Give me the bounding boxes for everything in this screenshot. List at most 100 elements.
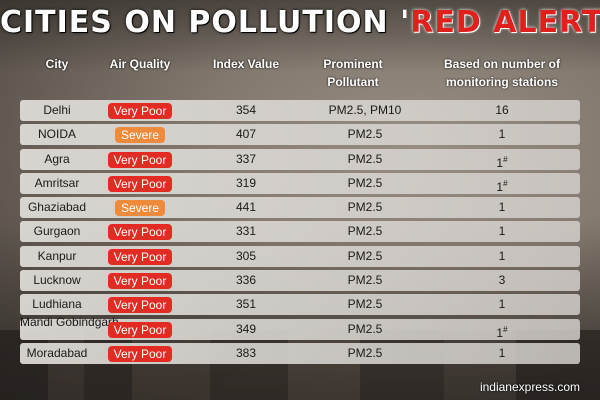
air-quality-badge: Severe: [114, 127, 166, 144]
table-row: Ghaziabad Severe 441 PM2.5 1: [20, 197, 580, 219]
air-quality-badge: Very Poor: [107, 248, 173, 265]
station-count: 1: [462, 343, 542, 364]
prominent-pollutant: PM2.5: [347, 297, 383, 312]
air-quality-badge: Very Poor: [107, 297, 173, 314]
city-name: Ludhiana: [32, 297, 82, 312]
index-value: 319: [235, 175, 257, 190]
prominent-pollutant: PM2.5: [347, 175, 383, 190]
city-name: Lucknow: [33, 273, 81, 288]
station-count-value: 1: [498, 345, 506, 360]
station-count: 1: [462, 246, 542, 267]
table-row: Amritsar Very Poor 319 PM2.5 1#: [20, 172, 580, 195]
index-value: 337: [235, 151, 257, 166]
index-value: 354: [235, 103, 257, 117]
footnote-mark: #: [503, 324, 508, 334]
prominent-pollutant: PM2.5: [347, 321, 383, 336]
title-main: CITIES ON POLLUTION: [0, 5, 389, 40]
air-quality-cell: Severe: [100, 197, 180, 219]
source-credit: indianexpress.com: [479, 380, 580, 394]
city-name: Delhi: [43, 103, 71, 117]
header-city: City: [45, 57, 69, 71]
table-row: Mandi Gobindgarh Very Poor 349 PM2.5 1#: [20, 314, 580, 341]
index-value: 349: [235, 321, 257, 336]
index-value: 336: [235, 273, 257, 288]
city-name: NOIDA: [37, 127, 76, 142]
air-quality-cell: Very Poor: [100, 149, 180, 171]
table-row: Gurgaon Very Poor 331 PM2.5 1: [20, 221, 580, 243]
footnote-mark: #: [503, 154, 508, 164]
index-value: 351: [235, 297, 257, 312]
station-count: 1: [462, 294, 542, 315]
station-count-value: 1: [496, 325, 504, 340]
table-header: City Air Quality Index Value Prominent Po…: [0, 52, 600, 96]
station-count: 16: [462, 100, 542, 121]
air-quality-badge: Very Poor: [107, 175, 173, 192]
air-quality-cell: Very Poor: [100, 319, 180, 341]
station-count-value: 1: [498, 127, 506, 142]
station-count: 1: [462, 197, 542, 218]
city-name: Agra: [44, 151, 70, 166]
table-row: Kanpur Very Poor 305 PM2.5 1: [20, 245, 580, 268]
prominent-pollutant: PM2.5: [347, 224, 383, 239]
air-quality-badge: Very Poor: [107, 345, 173, 362]
station-count: 1: [462, 124, 542, 145]
city-name: Ghaziabad: [27, 200, 87, 215]
header-air-quality: Air Quality: [109, 57, 171, 71]
air-quality-cell: Very Poor: [100, 294, 180, 316]
table-row: Lucknow Very Poor 336 PM2.5 3: [20, 270, 580, 292]
header-monitoring-stations: Based on number of monitoring stations: [443, 57, 560, 89]
station-count: 1#: [462, 173, 542, 198]
table-row: Moradabad Very Poor 383 PM2.5 1: [20, 342, 580, 365]
air-quality-badge: Very Poor: [107, 224, 173, 241]
data-table: Delhi Very Poor 354 PM2.5, PM10 16 NOIDA Sever…: [20, 100, 580, 367]
station-count-value: 1: [498, 200, 506, 215]
index-value: 331: [235, 224, 257, 239]
prominent-pollutant: PM2.5: [347, 127, 383, 142]
index-value: 305: [235, 248, 257, 263]
city-name: Kanpur: [37, 248, 77, 263]
city-name: Moradabad: [26, 345, 88, 360]
station-count-value: 1: [498, 248, 506, 263]
air-quality-badge: Very Poor: [107, 321, 173, 338]
city-name: Amritsar: [34, 175, 80, 190]
station-count-value: 1: [498, 297, 506, 312]
station-count: 1#: [462, 319, 542, 344]
city-name: Gurgaon: [33, 224, 81, 239]
station-count-value: 1: [496, 155, 504, 170]
prominent-pollutant: PM2.5: [347, 151, 383, 166]
table-row: Agra Very Poor 337 PM2.5 1#: [20, 148, 580, 171]
index-value: 441: [235, 200, 257, 215]
prominent-pollutant: PM2.5: [347, 200, 383, 215]
index-value: 407: [235, 127, 257, 142]
air-quality-cell: Severe: [100, 124, 180, 146]
prominent-pollutant: PM2.5: [347, 273, 383, 288]
table-row: Ludhiana Very Poor 351 PM2.5 1: [20, 294, 580, 316]
air-quality-cell: Very Poor: [100, 270, 180, 292]
footnote-mark: #: [503, 178, 508, 188]
air-quality-cell: Very Poor: [100, 246, 180, 268]
station-count: 1: [462, 221, 542, 242]
table-row: NOIDA Severe 407 PM2.5 1: [20, 124, 580, 146]
station-count-value: 1: [498, 224, 506, 239]
station-count: 3: [462, 270, 542, 291]
air-quality-badge: Very Poor: [107, 103, 173, 119]
prominent-pollutant: PM2.5: [347, 248, 383, 263]
background-skyline: [0, 330, 600, 400]
title-red-alert: RED ALERT: [410, 5, 600, 40]
index-value: 383: [235, 345, 257, 360]
air-quality-badge: Severe: [114, 200, 166, 217]
air-quality-badge: Very Poor: [107, 273, 173, 290]
header-index-value: Index Value: [212, 57, 280, 71]
air-quality-cell: Very Poor: [100, 343, 180, 365]
table-row: Delhi Very Poor 354 PM2.5, PM10 16: [20, 100, 580, 121]
page-title: CITIES ON POLLUTION 'RED ALERT': [0, 4, 600, 42]
station-count-value: 16: [495, 103, 509, 117]
air-quality-badge: Very Poor: [107, 151, 173, 168]
header-prominent-pollutant: Prominent Pollutant: [323, 57, 383, 89]
air-quality-cell: Very Poor: [100, 173, 180, 195]
air-quality-cell: Very Poor: [100, 221, 180, 243]
station-count-value: 3: [498, 273, 506, 288]
air-quality-cell: Very Poor: [100, 100, 180, 122]
prominent-pollutant: PM2.5: [347, 345, 383, 360]
city-name: Mandi Gobindgarh: [20, 314, 119, 329]
